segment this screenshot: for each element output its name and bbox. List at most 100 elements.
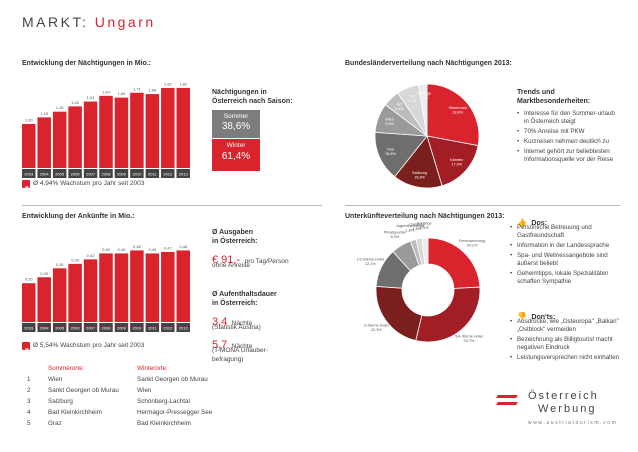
- year-label: 2013: [179, 172, 189, 177]
- list-item: Leistungsversprechen nicht einhalten: [510, 354, 622, 362]
- places-table: Sommerorte: Winterorte: 1 Wien Sankt Geo…: [22, 365, 252, 431]
- trends-list: Interesse für den Sommer-urlaub in Öster…: [517, 110, 617, 166]
- bar-value-label: 1,51: [87, 95, 96, 100]
- bar-value-label: 1,64: [102, 89, 111, 94]
- winter-value: 61,4%: [221, 151, 251, 162]
- list-item: Bezeichnung als Billigtourist macht nega…: [510, 336, 622, 352]
- year-label: 2006: [71, 172, 81, 177]
- year-tab: [37, 169, 51, 178]
- summer-place: Bad Kleinkirchheim: [48, 409, 102, 416]
- slice-value-label: 2,7%: [419, 96, 428, 100]
- rank: 5: [27, 420, 31, 427]
- states-pie-heading: Bundesländerverteilung nach Nächtigungen…: [345, 60, 512, 67]
- slice-name-label: Sonstige: [417, 222, 432, 226]
- year-label: 2005: [55, 172, 65, 177]
- year-label: 2009: [117, 326, 127, 331]
- growth-arrow-icon: [22, 180, 30, 192]
- winter-place: Schönberg-Lachtal: [137, 398, 190, 405]
- spending-value: € 91,-: [212, 254, 241, 266]
- year-label: 2008: [102, 172, 112, 177]
- slice-name-label: NÖ: [397, 103, 403, 107]
- summer-label: Sommer: [223, 113, 249, 120]
- list-item: 70% Anreise mit PKW: [517, 128, 617, 136]
- slice-Sonstige: [418, 83, 428, 137]
- year-label: 2013: [179, 326, 189, 331]
- winter-place: Wien: [137, 387, 152, 394]
- winter-place: Hermagor-Pressegger See: [137, 409, 213, 416]
- summer-place: Salzburg: [48, 398, 73, 405]
- bar-value-label: 0,26: [25, 277, 34, 282]
- title-prefix: MARKT:: [22, 14, 95, 30]
- list-item: Geheimtipps, lokale Spezialitäten schaff…: [510, 270, 622, 286]
- nights-chart-heading: Entwicklung der Nächtigungen in Mio.:: [22, 60, 152, 67]
- bar-value-label: 1,60: [118, 91, 127, 96]
- slice-name-label: Steiermark: [449, 106, 467, 110]
- stay-tmona-note2: befragung): [212, 355, 244, 363]
- slice-name-label: Tirol: [387, 148, 394, 152]
- slice-Sonstige: [421, 237, 429, 265]
- bar-value-label: 1,82: [164, 81, 173, 86]
- austria-flag-logo-icon: [496, 394, 518, 408]
- thumbs-up-icon: 👍: [517, 218, 527, 227]
- slice-name-label: 1/2-Sterne Hotel: [357, 258, 385, 262]
- slice-value-label: 5,4%: [395, 107, 404, 111]
- slice-name-label: 3-Sterne Hotel: [364, 323, 389, 327]
- season-heading-line2: Österreich nach Saison:: [212, 98, 293, 105]
- year-label: 2004: [40, 326, 50, 331]
- year-label: 2003: [24, 326, 34, 331]
- stay-tmona-unit: Nächte: [231, 343, 253, 350]
- summer-value: 38,6%: [221, 121, 251, 132]
- year-tab: [130, 169, 144, 178]
- year-tab: [176, 169, 190, 178]
- slice-name-label: Sonstige: [416, 92, 431, 96]
- slice-name-label: Salzburg: [412, 171, 427, 175]
- year-tab: [83, 323, 98, 332]
- list-item: Persönliche Betreuung und Gastfreundscha…: [510, 224, 622, 240]
- stay-heading-line2: in Österreich:: [212, 300, 258, 307]
- season-heading: Nächtigungen in Österreich nach Saison:: [212, 88, 293, 106]
- year-label: 2004: [40, 172, 50, 177]
- year-label: 2006: [71, 326, 81, 331]
- year-tab: [114, 169, 129, 178]
- year-tab: [161, 323, 175, 332]
- list-item: Ausdrücke, wie „Osteuropa" „Balkan" „Ost…: [510, 318, 622, 334]
- left-divider: [22, 205, 322, 206]
- slice-name-label: 5/4-Sterne Hotel: [455, 335, 483, 339]
- bar-value-label: 0,42: [87, 253, 96, 258]
- slice-value-label: 17,9%: [451, 163, 462, 167]
- bar-value-label: 1,68: [148, 88, 157, 93]
- year-label: 2012: [163, 326, 173, 331]
- list-item: Spa- und Wellnessangebote sind äußerst b…: [510, 252, 622, 268]
- stay-tmona-line: 5,7 Nächte: [212, 335, 252, 353]
- year-tab: [52, 323, 67, 332]
- stay-stat-unit: Nächte: [231, 320, 253, 327]
- trends-heading-line1: Trends und: [517, 89, 555, 96]
- bar-value-label: 0,48: [133, 244, 142, 249]
- bar-2008: [99, 95, 113, 168]
- year-tab: [145, 323, 160, 332]
- year-tab: [22, 323, 36, 332]
- trends-heading-line2: Marktbesonderheiten:: [517, 98, 591, 105]
- slice-value-label: 29,7%: [464, 339, 475, 343]
- stay-heading: Ø Aufenthaltsdauer in Österreich:: [212, 290, 277, 308]
- slice-Tirol: [374, 131, 428, 178]
- bar-value-label: 0,47: [164, 245, 173, 250]
- summer-place: Graz: [48, 420, 62, 427]
- slice-name-label: OÖ: [409, 94, 415, 98]
- bar-2013: [176, 250, 190, 322]
- nights-bar-chart: 1,00 2003 1,15 2004 1,28 2005 1,40 2006 1,51 2007…: [22, 81, 190, 178]
- slice-Salzburg: [394, 135, 443, 189]
- bar-2013: [176, 87, 190, 168]
- bar-2006: [68, 263, 82, 322]
- year-tab: [114, 323, 129, 332]
- bar-2007: [83, 101, 98, 168]
- summer-place: Wien: [48, 376, 63, 383]
- arrivals-bar-chart: 0,26 2003 0,30 2004 0,36 2005 0,39 2006 0,42 2007…: [22, 244, 190, 332]
- year-tab: [37, 323, 51, 332]
- bar-2011: [145, 94, 160, 168]
- slice-value-label: 9,4%: [385, 122, 394, 126]
- trends-heading: Trends und Marktbesonderheiten:: [517, 88, 590, 106]
- slice-name-label: Camping: [409, 222, 424, 226]
- winter-place: Sankt Georgen ob Murau: [137, 376, 208, 383]
